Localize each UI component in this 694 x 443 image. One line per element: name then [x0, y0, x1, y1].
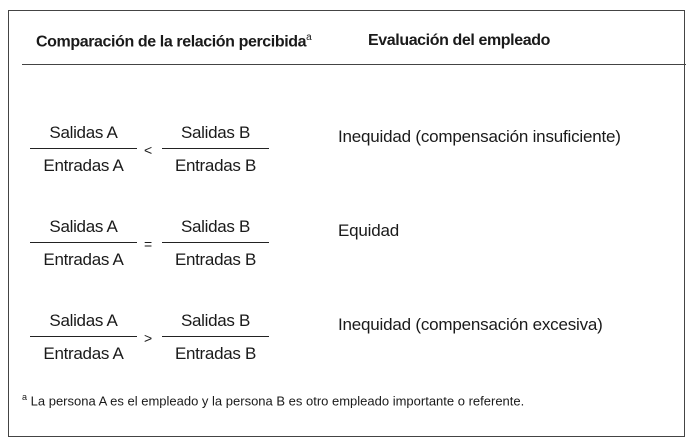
footnote-text: La persona A es el empleado y la persona… — [30, 393, 525, 409]
fraction-bar — [162, 242, 269, 243]
header-comparison-text: Comparación de la relación percibida — [36, 33, 307, 51]
footnote-marker: a — [22, 392, 28, 402]
header-divider — [22, 64, 686, 65]
fraction-b: Salidas B Entradas B — [162, 216, 269, 271]
fraction-b: Salidas B Entradas B — [162, 310, 269, 365]
fraction-b: Salidas B Entradas B — [162, 122, 269, 177]
numerator: Salidas A — [49, 123, 118, 142]
denominator: Entradas A — [43, 344, 124, 363]
fraction-bar — [162, 148, 269, 149]
footnote-marker: a — [306, 32, 312, 43]
comparison-operator: > — [144, 330, 153, 346]
numerator: Salidas B — [180, 123, 251, 142]
comparison-operator: < — [144, 142, 153, 158]
fraction-a: Salidas A Entradas A — [30, 310, 137, 365]
denominator: Entradas B — [174, 250, 257, 269]
employee-evaluation: Inequidad (compensación insuficiente) — [338, 127, 621, 146]
employee-evaluation: Equidad — [338, 221, 399, 240]
numerator: Salidas A — [49, 311, 118, 330]
denominator: Entradas A — [43, 250, 124, 269]
numerator: Salidas A — [49, 217, 118, 236]
footnote: a La persona A es el empleado y la perso… — [22, 392, 524, 408]
header-evaluation: Evaluación del empleado — [368, 32, 550, 49]
denominator: Entradas B — [174, 344, 257, 363]
table-frame — [8, 10, 685, 437]
denominator: Entradas A — [43, 156, 124, 175]
header-comparison: Comparación de la relación percibidaa — [36, 32, 312, 51]
fraction-bar — [30, 336, 137, 337]
comparison-operator: = — [144, 236, 153, 252]
fraction-bar — [30, 148, 137, 149]
fraction-bar — [162, 336, 269, 337]
numerator: Salidas B — [180, 217, 251, 236]
fraction-a: Salidas A Entradas A — [30, 122, 137, 177]
denominator: Entradas B — [174, 156, 257, 175]
fraction-bar — [30, 242, 137, 243]
employee-evaluation: Inequidad (compensación excesiva) — [338, 315, 603, 334]
numerator: Salidas B — [180, 311, 251, 330]
fraction-a: Salidas A Entradas A — [30, 216, 137, 271]
